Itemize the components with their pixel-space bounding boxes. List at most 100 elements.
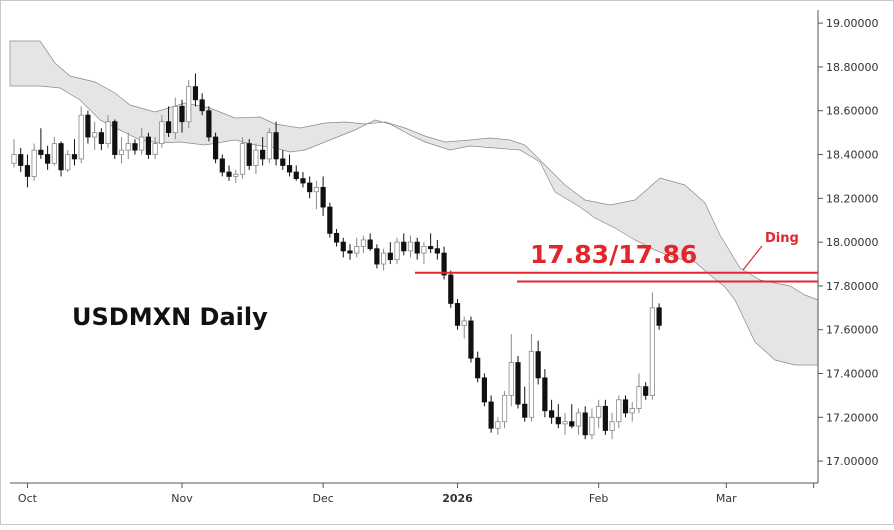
candle-body-up	[407, 241, 414, 252]
candle-body-down	[165, 121, 172, 134]
candle	[535, 340, 541, 385]
resistance-levels	[415, 271, 818, 283]
chart-title: USDMXN Daily	[72, 303, 268, 331]
candle	[360, 235, 367, 254]
candle	[85, 110, 91, 144]
candle-body-down	[549, 410, 555, 418]
candle	[18, 147, 24, 173]
candle-body-down	[327, 206, 333, 234]
candle-body-up	[354, 246, 360, 254]
candle-body-down	[260, 149, 266, 160]
candle-body-down	[246, 143, 252, 166]
candle	[542, 369, 548, 418]
candle-body-down	[481, 377, 488, 403]
candle-body-up	[596, 405, 602, 418]
candle	[589, 408, 595, 440]
candle	[636, 373, 642, 413]
candle-body-down	[367, 239, 373, 250]
candle-body-up	[636, 386, 642, 409]
x-tick-label: 2026	[442, 492, 473, 505]
candle-body-down	[340, 241, 346, 252]
ichimoku-cloud-area	[9, 40, 819, 366]
candle	[354, 237, 360, 258]
candle	[105, 115, 111, 148]
candle	[448, 270, 454, 308]
candle	[199, 93, 205, 116]
candle	[11, 139, 17, 168]
candle-body-down	[145, 136, 151, 155]
candle-body-up	[629, 408, 635, 414]
candle-body-down	[535, 351, 541, 379]
candle	[219, 154, 225, 177]
candle	[286, 154, 293, 177]
candle	[609, 412, 615, 440]
candle-body-up	[186, 86, 192, 123]
candle	[407, 235, 414, 258]
candle-body-up	[360, 239, 367, 247]
candle	[454, 299, 461, 330]
ding-pointer	[742, 245, 763, 271]
y-tick-label: 18.20000	[826, 192, 879, 205]
candle	[501, 391, 508, 429]
candle-body-down	[475, 357, 481, 379]
level-label: 17.83/17.86	[530, 240, 697, 269]
candle	[428, 233, 434, 254]
ichimoku-cloud	[9, 40, 819, 366]
y-tick-label: 18.80000	[826, 61, 879, 74]
candle	[528, 334, 535, 422]
candle	[45, 145, 51, 170]
candle-body-up	[380, 252, 387, 265]
candle-body-down	[441, 252, 447, 276]
y-tick-label: 19.00000	[826, 17, 879, 30]
candle-body-down	[414, 241, 420, 254]
candle	[165, 106, 172, 138]
candle-body-down	[192, 86, 199, 101]
candle	[212, 132, 219, 164]
candle	[575, 408, 582, 435]
candle	[380, 248, 387, 271]
x-tick-label: Mar	[716, 492, 737, 505]
candle-body-down	[85, 114, 91, 138]
candle	[260, 137, 266, 166]
candle-body-down	[622, 399, 629, 414]
candle	[125, 132, 131, 159]
candle	[172, 97, 178, 140]
candle	[555, 404, 561, 429]
candle	[206, 106, 212, 142]
candle-body-down	[293, 171, 299, 180]
candle-body-down	[542, 377, 548, 412]
candle	[333, 228, 340, 247]
candle	[461, 316, 467, 339]
candle-body-down	[38, 149, 44, 155]
candle	[394, 237, 400, 265]
candle-body-down	[428, 246, 434, 250]
candle	[293, 165, 299, 181]
candle-body-down	[286, 165, 293, 173]
candle	[643, 382, 649, 400]
y-axis: 19.00000 18.80000 18.60000 18.40000 18.20000…	[817, 10, 879, 483]
y-tick-label: 17.40000	[826, 368, 879, 381]
candle-body-down	[212, 136, 219, 160]
candle	[582, 406, 588, 440]
x-axis: Oct Nov Dec 2026 Feb Mar	[10, 482, 818, 505]
candle	[186, 80, 192, 129]
candle	[112, 119, 118, 159]
candle-body-down	[24, 165, 31, 177]
y-tick-label: 17.60000	[826, 324, 879, 337]
candle-body-down	[488, 401, 494, 429]
candle	[421, 242, 427, 265]
x-tick-label: Nov	[171, 492, 193, 505]
candle	[562, 412, 568, 435]
candle	[145, 132, 151, 159]
candle	[374, 244, 380, 269]
candle-body-down	[300, 178, 306, 184]
candle	[622, 395, 629, 418]
candle	[233, 169, 239, 183]
candle	[152, 137, 158, 159]
candle-body-up	[159, 121, 165, 144]
y-tick-label: 17.80000	[826, 280, 879, 293]
candle	[468, 316, 474, 363]
candle-body-up	[31, 149, 37, 177]
